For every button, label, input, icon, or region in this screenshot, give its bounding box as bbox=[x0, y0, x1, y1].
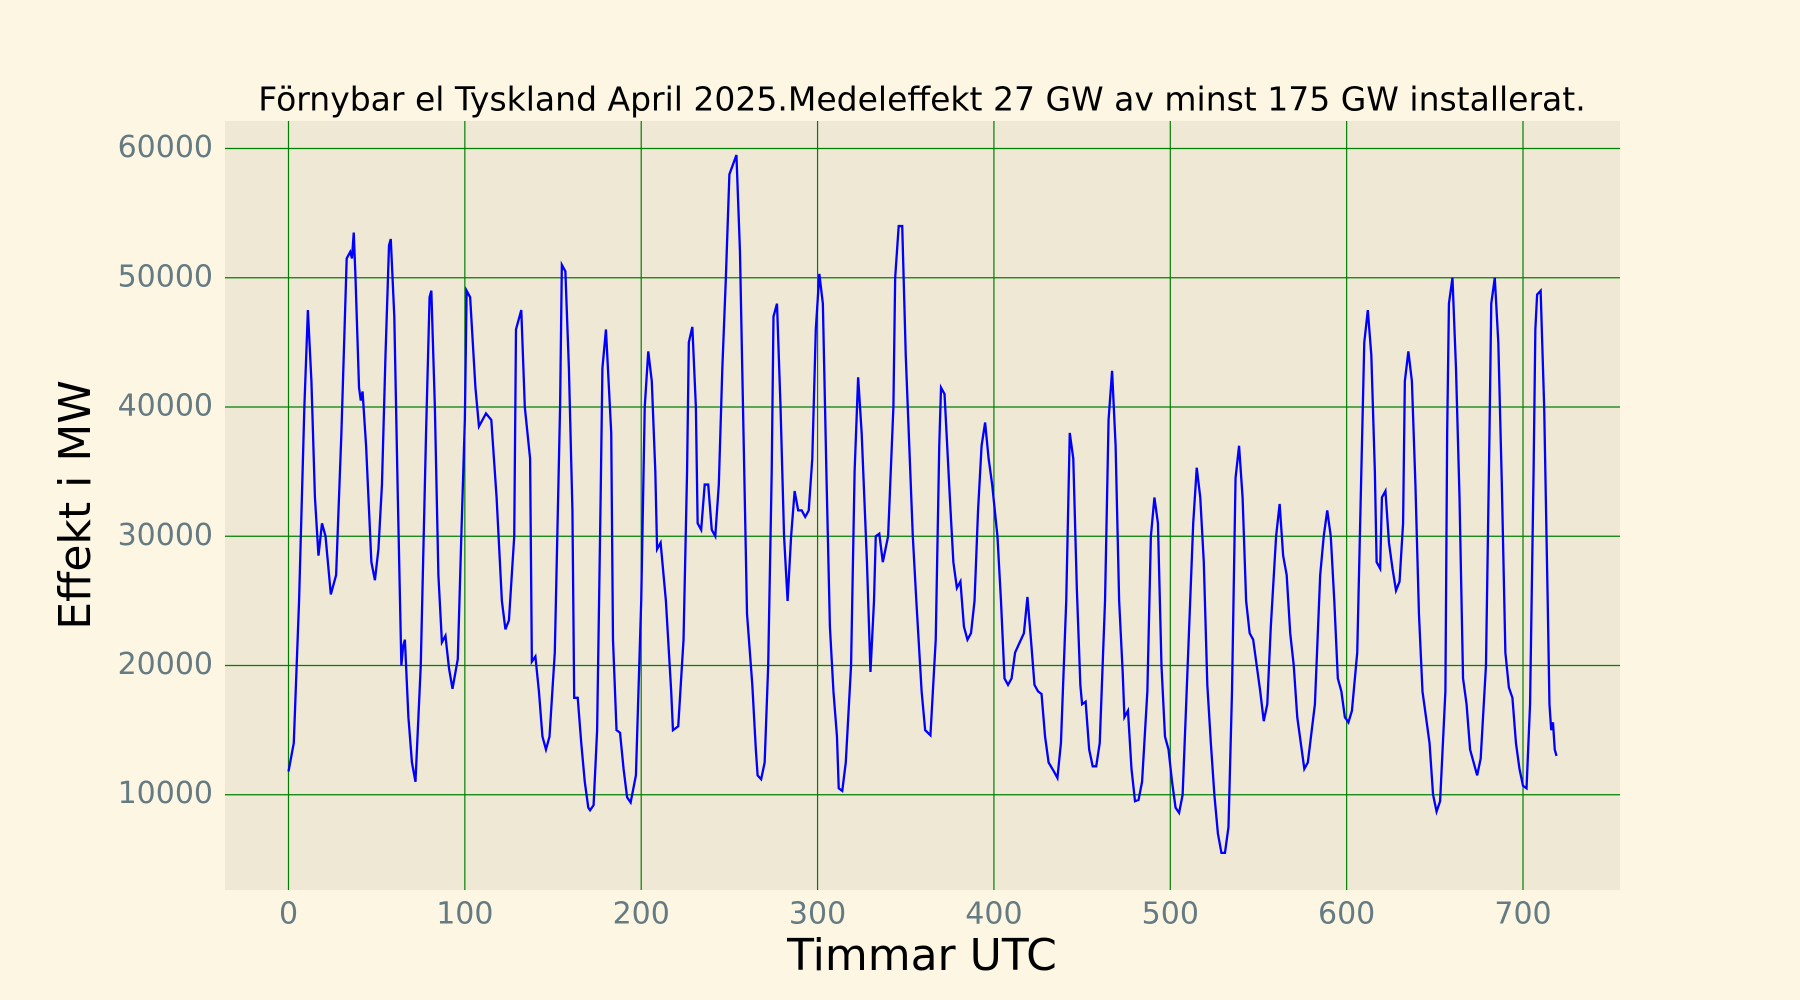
data-line bbox=[287, 154, 1558, 855]
x-tick-label: 200 bbox=[613, 897, 670, 932]
y-tick-label: 60000 bbox=[118, 130, 213, 165]
x-tick-label: 600 bbox=[1318, 897, 1375, 932]
x-tick-label: 300 bbox=[789, 897, 846, 932]
y-tick-label: 40000 bbox=[118, 389, 213, 424]
chart-title: Förnybar el Tyskland April 2025.Medeleff… bbox=[258, 80, 1585, 119]
y-axis-label: Effekt i MW bbox=[50, 380, 101, 630]
y-tick-label: 20000 bbox=[118, 647, 213, 682]
y-tick-label: 30000 bbox=[118, 518, 213, 553]
x-tick-label: 400 bbox=[965, 897, 1022, 932]
x-axis-label: Timmar UTC bbox=[786, 930, 1057, 981]
plot-area bbox=[225, 121, 1620, 890]
x-tick-label: 700 bbox=[1494, 897, 1551, 932]
x-tick-label: 500 bbox=[1142, 897, 1199, 932]
x-tick-label: 0 bbox=[279, 897, 298, 932]
y-tick-label: 50000 bbox=[118, 259, 213, 294]
x-tick-label: 100 bbox=[436, 897, 493, 932]
y-tick-label: 10000 bbox=[118, 776, 213, 811]
